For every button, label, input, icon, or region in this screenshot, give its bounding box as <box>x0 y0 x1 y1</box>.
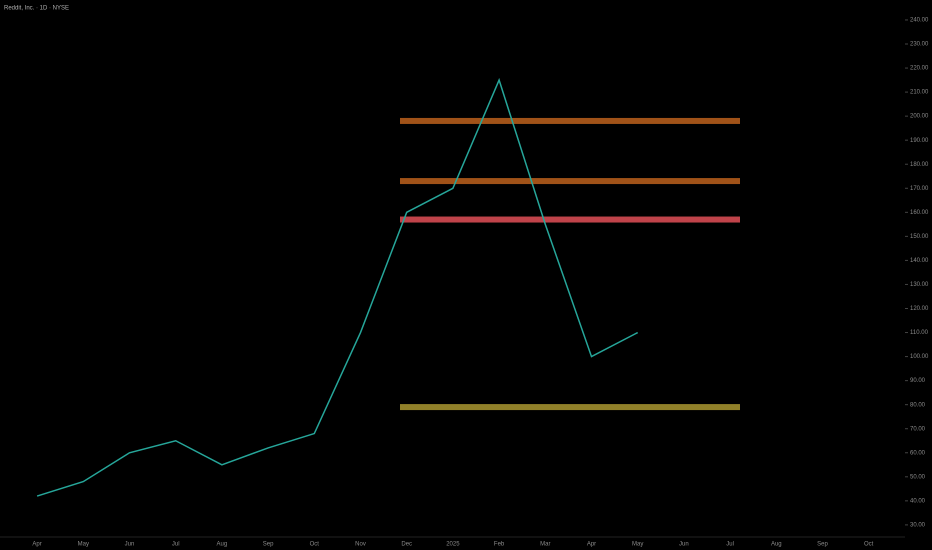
x-tick-label: Mar <box>540 542 550 548</box>
y-tick-label: 150.00 <box>910 234 929 240</box>
x-tick-label: Apr <box>32 542 41 548</box>
y-tick-label: 160.00 <box>910 210 929 216</box>
x-tick-label: May <box>78 542 89 548</box>
x-tick-label: Sep <box>817 542 828 548</box>
price-level <box>400 117 740 124</box>
y-tick-label: 90.00 <box>910 378 926 384</box>
price-level <box>400 178 740 185</box>
y-tick-label: 170.00 <box>910 186 929 192</box>
x-tick-label: Jun <box>125 542 135 548</box>
x-tick-label: Sep <box>263 542 274 548</box>
y-tick-label: 130.00 <box>910 282 929 288</box>
price-axis-bg <box>905 0 932 550</box>
price-level <box>400 404 740 411</box>
x-tick-label: Feb <box>494 542 505 548</box>
y-tick-label: 110.00 <box>910 330 929 336</box>
x-tick-label: Jul <box>172 542 180 548</box>
x-tick-label: Jun <box>679 542 689 548</box>
y-tick-label: 220.00 <box>910 66 929 72</box>
x-tick-label: Aug <box>771 542 782 548</box>
y-tick-label: 230.00 <box>910 42 929 48</box>
x-tick-label: Nov <box>355 542 366 548</box>
y-tick-label: 120.00 <box>910 306 929 312</box>
x-tick-label: 2025 <box>446 542 460 548</box>
y-tick-label: 70.00 <box>910 426 926 432</box>
x-tick-label: Apr <box>587 542 596 548</box>
y-tick-label: 50.00 <box>910 474 926 480</box>
y-tick-label: 180.00 <box>910 162 929 168</box>
y-tick-label: 80.00 <box>910 402 926 408</box>
y-tick-label: 240.00 <box>910 18 929 24</box>
y-tick-label: 190.00 <box>910 138 929 144</box>
y-tick-label: 200.00 <box>910 114 929 120</box>
x-tick-label: May <box>632 542 643 548</box>
x-tick-label: Oct <box>864 542 874 548</box>
y-tick-label: 210.00 <box>910 90 929 96</box>
price-line <box>36 77 639 497</box>
chart-title: Reddit, Inc. · 1D · NYSE <box>4 6 69 12</box>
x-tick-label: Aug <box>217 542 228 548</box>
y-tick-label: 140.00 <box>910 258 929 264</box>
y-tick-label: 60.00 <box>910 450 926 456</box>
y-tick-label: 100.00 <box>910 354 929 360</box>
y-tick-label: 40.00 <box>910 498 926 504</box>
y-tick-label: 30.00 <box>910 522 926 528</box>
price-level <box>400 216 740 223</box>
x-tick-label: Dec <box>401 542 412 548</box>
x-tick-label: Oct <box>310 542 320 548</box>
x-tick-label: Jul <box>726 542 734 548</box>
